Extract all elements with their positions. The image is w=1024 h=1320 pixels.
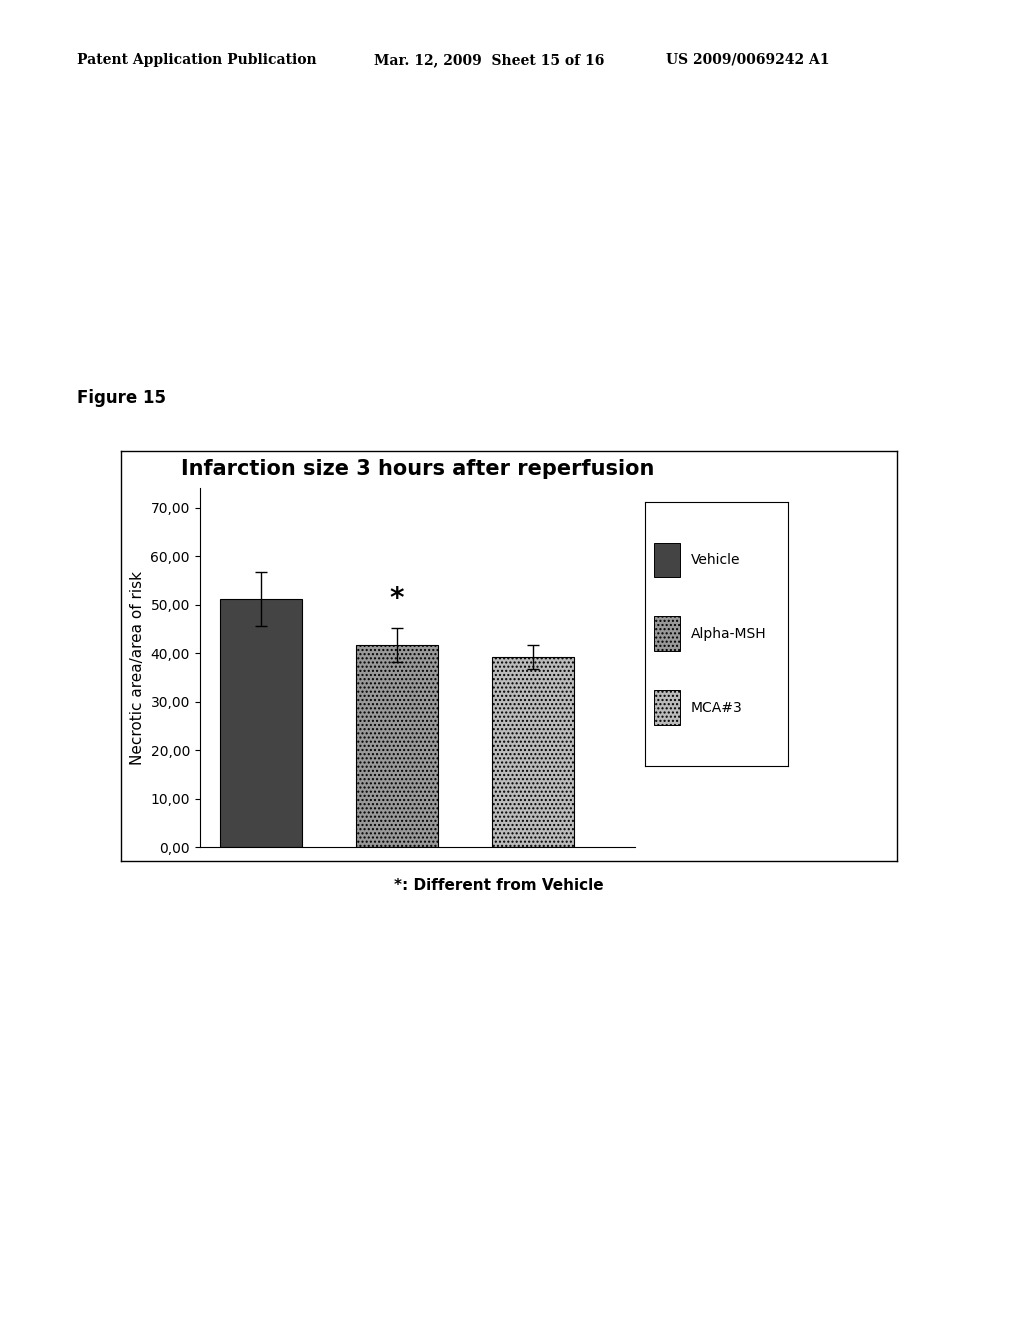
Text: *: Different from Vehicle: *: Different from Vehicle bbox=[394, 878, 604, 892]
Y-axis label: Necrotic area/area of risk: Necrotic area/area of risk bbox=[130, 572, 145, 764]
Text: Alpha-MSH: Alpha-MSH bbox=[691, 627, 767, 640]
Bar bbox=[653, 543, 680, 577]
Bar bbox=[653, 616, 680, 651]
Bar bbox=[653, 690, 680, 725]
Text: Vehicle: Vehicle bbox=[691, 553, 740, 566]
Text: Figure 15: Figure 15 bbox=[77, 389, 166, 408]
Bar bbox=[220, 599, 302, 847]
Text: Patent Application Publication: Patent Application Publication bbox=[77, 53, 316, 67]
Bar bbox=[493, 657, 573, 847]
Title: Infarction size 3 hours after reperfusion: Infarction size 3 hours after reperfusio… bbox=[180, 458, 654, 479]
Text: *: * bbox=[389, 585, 404, 612]
Text: Mar. 12, 2009  Sheet 15 of 16: Mar. 12, 2009 Sheet 15 of 16 bbox=[374, 53, 604, 67]
Bar bbox=[356, 644, 437, 847]
Text: MCA#3: MCA#3 bbox=[691, 701, 742, 714]
Text: US 2009/0069242 A1: US 2009/0069242 A1 bbox=[666, 53, 829, 67]
